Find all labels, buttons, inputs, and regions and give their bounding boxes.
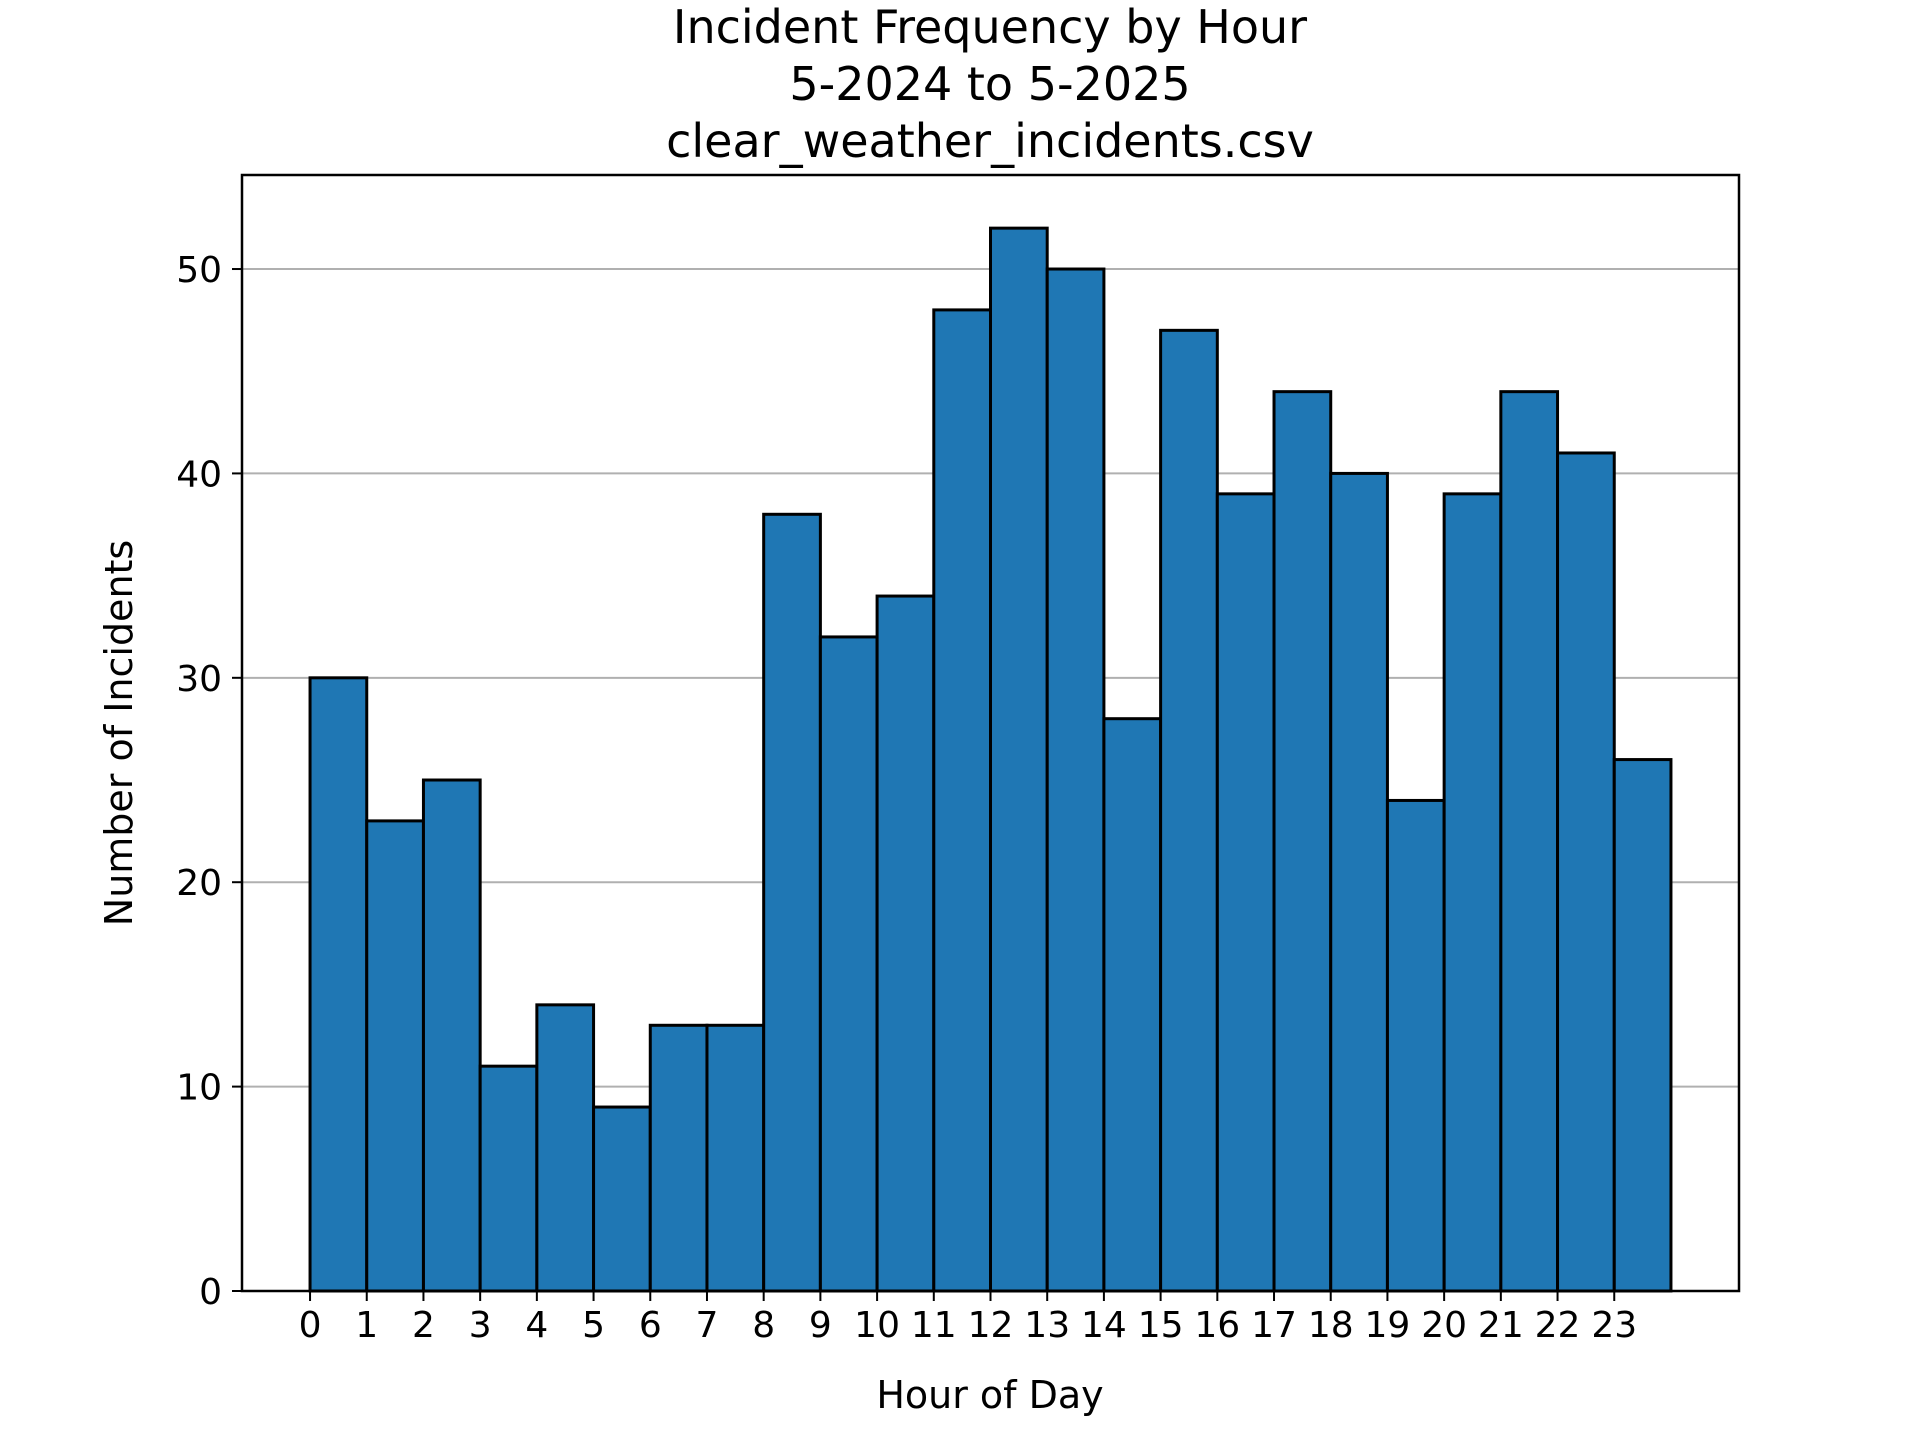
bar-hour-22 [1556, 451, 1616, 1293]
x-tick-label: 7 [696, 1305, 719, 1346]
x-tick-label: 0 [299, 1305, 322, 1346]
y-tick-label: 0 [199, 1272, 222, 1313]
bar-hour-11 [932, 308, 993, 1293]
x-tick-label: 3 [469, 1305, 492, 1346]
y-axis-ticks: 0 10 20 30 40 50 [176, 250, 242, 1313]
x-tick-label: 20 [1421, 1305, 1467, 1346]
x-tick-label: 11 [911, 1305, 957, 1346]
y-tick-label: 10 [176, 1068, 222, 1109]
bar-hour-7 [705, 1023, 766, 1293]
bar-hour-1 [365, 819, 425, 1293]
x-tick-label: 22 [1535, 1305, 1581, 1346]
bars [308, 226, 1673, 1293]
bar-hour-5 [592, 1105, 652, 1293]
x-tick-label: 21 [1478, 1305, 1524, 1346]
bar-hour-15 [1159, 328, 1219, 1293]
bar-hour-20 [1442, 492, 1503, 1293]
x-axis-label: Hour of Day [876, 1373, 1103, 1417]
x-tick-label: 18 [1308, 1305, 1354, 1346]
chart-title-line-2: 5-2024 to 5-2025 [789, 57, 1190, 111]
y-tick-label: 20 [176, 863, 222, 904]
chart-title-line-1: Incident Frequency by Hour [673, 0, 1307, 54]
bar-hour-12 [989, 226, 1049, 1293]
x-tick-label: 9 [809, 1305, 832, 1346]
bar-hour-2 [421, 778, 482, 1293]
x-tick-label: 14 [1081, 1305, 1127, 1346]
x-tick-label: 19 [1365, 1305, 1411, 1346]
bar-hour-6 [648, 1023, 709, 1293]
chart-title-line-3: clear_weather_incidents.csv [666, 114, 1314, 168]
x-tick-label: 2 [412, 1305, 435, 1346]
bar-hour-0 [308, 676, 369, 1293]
bar-hour-14 [1102, 717, 1163, 1293]
x-tick-label: 5 [582, 1305, 605, 1346]
x-tick-label: 8 [752, 1305, 775, 1346]
bar-hour-21 [1499, 390, 1560, 1293]
bar-hour-17 [1272, 390, 1333, 1293]
bar-hour-16 [1215, 492, 1276, 1293]
y-tick-label: 40 [176, 454, 222, 495]
bar-hour-10 [875, 594, 936, 1293]
bar-hour-8 [762, 512, 822, 1293]
x-tick-label: 4 [525, 1305, 548, 1346]
y-tick-label: 30 [176, 659, 222, 700]
x-axis-ticks: 0 1 2 3 4 5 6 7 8 9 10 11 12 13 14 15 16 17 18 19 20 21 22 23 [299, 1291, 1637, 1346]
x-tick-label: 23 [1591, 1305, 1637, 1346]
bar-hour-3 [478, 1064, 539, 1293]
x-tick-label: 1 [355, 1305, 378, 1346]
bar-hour-13 [1045, 267, 1106, 1293]
bar-hour-23 [1612, 758, 1673, 1293]
x-tick-label: 10 [854, 1305, 900, 1346]
x-tick-label: 12 [968, 1305, 1014, 1346]
bar-hour-4 [535, 1003, 596, 1293]
bar-hour-19 [1385, 798, 1446, 1293]
x-tick-label: 16 [1194, 1305, 1240, 1346]
y-tick-label: 50 [176, 250, 222, 291]
x-tick-label: 15 [1138, 1305, 1184, 1346]
x-tick-label: 13 [1024, 1305, 1070, 1346]
chart-title: Incident Frequency by Hour 5-2024 to 5-2… [666, 0, 1314, 168]
y-axis-label: Number of Incidents [97, 540, 141, 926]
x-tick-label: 17 [1251, 1305, 1297, 1346]
x-tick-label: 6 [639, 1305, 662, 1346]
bar-hour-9 [818, 635, 879, 1293]
bar-hour-18 [1329, 471, 1389, 1293]
